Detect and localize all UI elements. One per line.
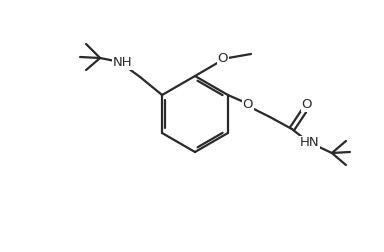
Text: NH: NH [112, 56, 132, 70]
Text: O: O [302, 99, 312, 111]
Text: O: O [218, 52, 228, 66]
Text: HN: HN [300, 137, 320, 149]
Text: O: O [243, 99, 253, 111]
